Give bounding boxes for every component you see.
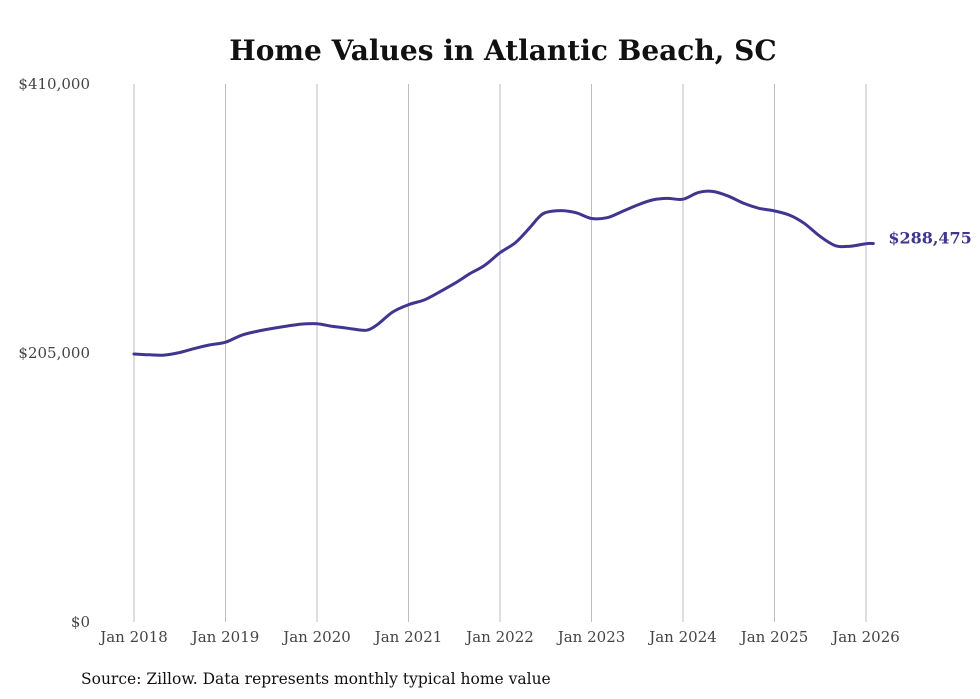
x-tick-label: Jan 2019: [190, 628, 260, 646]
x-tick-label: Jan 2025: [739, 628, 809, 646]
x-tick-label: Jan 2024: [647, 628, 717, 646]
chart-title: Home Values in Atlantic Beach, SC: [229, 34, 776, 67]
x-tick-label: Jan 2026: [830, 628, 900, 646]
x-tick-label: Jan 2021: [373, 628, 443, 646]
source-note: Source: Zillow. Data represents monthly …: [81, 670, 551, 688]
y-axis-ticks: $0 $205,000 $410,000: [18, 75, 90, 631]
x-tick-label: Jan 2023: [556, 628, 626, 646]
grid-lines: [133, 84, 867, 622]
x-tick-label: Jan 2018: [98, 628, 168, 646]
x-axis-ticks: Jan 2018 Jan 2019 Jan 2020 Jan 2021 Jan 2022…: [98, 628, 900, 646]
latest-value-label: $288,475: [888, 228, 972, 247]
y-tick-label: $205,000: [18, 344, 90, 362]
home-value-series-line: [132, 189, 875, 357]
x-tick-label: Jan 2020: [281, 628, 351, 646]
y-tick-label: $410,000: [18, 75, 90, 93]
y-tick-label: $0: [71, 613, 90, 631]
x-tick-label: Jan 2022: [464, 628, 534, 646]
